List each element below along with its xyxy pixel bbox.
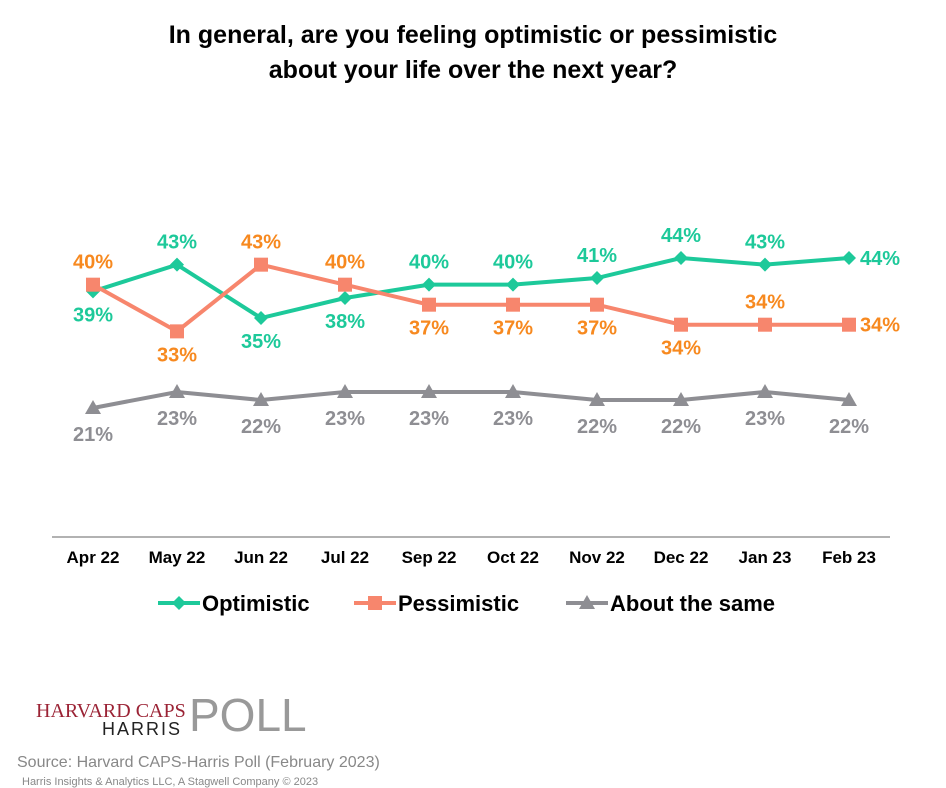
data-label: 21%: [73, 424, 113, 446]
data-label: 34%: [860, 315, 900, 337]
data-point: [85, 400, 101, 414]
data-point: [589, 392, 605, 406]
series-line-optimistic: [92, 255, 850, 321]
data-label: 23%: [157, 408, 197, 430]
data-point: [337, 384, 353, 398]
data-point: [673, 392, 689, 406]
data-label: 22%: [241, 416, 281, 438]
data-label: 41%: [577, 245, 617, 267]
x-tick-label: Apr 22: [67, 548, 120, 567]
data-label: 43%: [157, 232, 197, 254]
data-point: [170, 257, 184, 272]
data-point: [506, 297, 520, 312]
legend-marker: [579, 595, 595, 609]
data-point: [254, 311, 268, 326]
data-label: 40%: [325, 252, 365, 274]
data-label: 23%: [493, 408, 533, 430]
data-label: 23%: [325, 408, 365, 430]
data-label: 43%: [745, 232, 785, 254]
data-point: [590, 297, 604, 312]
data-label: 44%: [661, 225, 701, 247]
data-point: [842, 251, 856, 265]
legend-label: About the same: [610, 591, 775, 616]
data-label: 22%: [577, 416, 617, 438]
chart-title: In general, are you feeling optimistic o…: [0, 18, 946, 88]
data-point: [841, 392, 857, 406]
data-label: 40%: [493, 252, 533, 274]
data-point: [674, 317, 688, 332]
data-label: 38%: [325, 311, 365, 333]
data-point: [169, 384, 185, 398]
data-point: [842, 317, 856, 332]
data-label: 23%: [745, 408, 785, 430]
data-point: [422, 277, 436, 292]
data-label: 40%: [73, 252, 113, 274]
x-tick-label: Jan 23: [739, 548, 792, 567]
data-point: [253, 392, 269, 406]
title-line-2: about your life over the next year?: [268, 56, 678, 84]
data-point: [590, 271, 604, 286]
x-tick-label: Feb 23: [822, 548, 876, 567]
data-point: [170, 324, 184, 339]
data-point: [421, 384, 437, 398]
x-tick-label: Sep 22: [402, 548, 457, 567]
legend-marker: [172, 596, 186, 610]
series-line-pessimistic: [92, 262, 849, 334]
x-tick-label: Dec 22: [654, 548, 709, 567]
x-tick-label: Jul 22: [321, 548, 369, 567]
copyright-note: Harris Insights & Analytics LLC, A Stagw…: [22, 776, 319, 788]
series-line-about-the-same: [92, 389, 850, 410]
data-label: 22%: [829, 416, 869, 438]
data-label: 34%: [745, 292, 785, 314]
data-point: [254, 257, 268, 272]
legend-label: Optimistic: [202, 591, 310, 616]
logo-line-2: HARRIS: [102, 719, 183, 739]
logo-line-3: POLL: [189, 689, 307, 741]
x-tick-label: Jun 22: [234, 548, 288, 567]
x-tick-label: Oct 22: [487, 548, 539, 567]
data-point: [86, 277, 100, 292]
data-point: [338, 277, 352, 292]
data-point: [758, 257, 772, 272]
source-note: Source: Harvard CAPS-Harris Poll (Februa…: [17, 754, 380, 771]
x-tick-label: Nov 22: [569, 548, 625, 567]
x-tick-label: May 22: [149, 548, 206, 567]
data-point: [422, 297, 436, 312]
data-label: 37%: [577, 318, 617, 340]
data-label: 39%: [73, 304, 113, 326]
data-label: 35%: [241, 331, 281, 353]
data-label: 40%: [409, 252, 449, 274]
data-point: [758, 317, 772, 332]
logo-line-1: HARVARD CAPS: [36, 700, 186, 722]
data-point: [505, 384, 521, 398]
legend-marker: [368, 596, 382, 610]
legend-label: Pessimistic: [398, 591, 519, 616]
data-point: [757, 384, 773, 398]
data-label: 22%: [661, 416, 701, 438]
data-label: 44%: [860, 248, 900, 270]
data-label: 33%: [157, 344, 197, 366]
data-point: [506, 277, 520, 292]
title-line-1: In general, are you feeling optimistic o…: [168, 21, 778, 49]
data-label: 43%: [241, 232, 281, 254]
data-label: 37%: [409, 318, 449, 340]
data-point: [674, 251, 688, 265]
data-label: 23%: [409, 408, 449, 430]
data-point: [338, 291, 352, 306]
data-label: 37%: [493, 318, 533, 340]
data-label: 34%: [661, 338, 701, 360]
